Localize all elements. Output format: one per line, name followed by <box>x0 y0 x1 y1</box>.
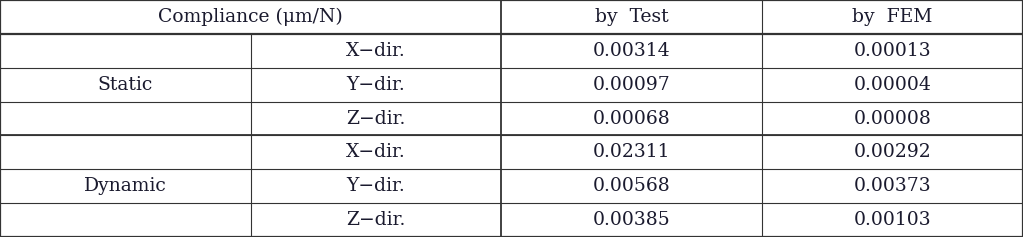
Text: 0.00013: 0.00013 <box>854 42 931 60</box>
Text: X−dir.: X−dir. <box>346 143 406 161</box>
Text: Static: Static <box>97 76 153 94</box>
Text: Y−dir.: Y−dir. <box>347 177 405 195</box>
Text: by  Test: by Test <box>595 8 668 26</box>
Text: 0.00008: 0.00008 <box>853 109 932 128</box>
Text: 0.00568: 0.00568 <box>592 177 671 195</box>
Text: Dynamic: Dynamic <box>84 177 167 195</box>
Text: X−dir.: X−dir. <box>346 42 406 60</box>
Text: 0.00385: 0.00385 <box>592 211 671 229</box>
Text: 0.00373: 0.00373 <box>854 177 931 195</box>
Text: 0.02311: 0.02311 <box>593 143 670 161</box>
Text: 0.00097: 0.00097 <box>592 76 671 94</box>
Text: by  FEM: by FEM <box>852 8 933 26</box>
Text: Z−dir.: Z−dir. <box>346 211 406 229</box>
Text: Compliance (μm/N): Compliance (μm/N) <box>159 8 343 26</box>
Text: 0.00292: 0.00292 <box>853 143 932 161</box>
Text: Y−dir.: Y−dir. <box>347 76 405 94</box>
Text: 0.00068: 0.00068 <box>592 109 671 128</box>
Text: 0.00004: 0.00004 <box>853 76 932 94</box>
Text: 0.00103: 0.00103 <box>854 211 931 229</box>
Text: Z−dir.: Z−dir. <box>346 109 406 128</box>
Text: 0.00314: 0.00314 <box>593 42 670 60</box>
